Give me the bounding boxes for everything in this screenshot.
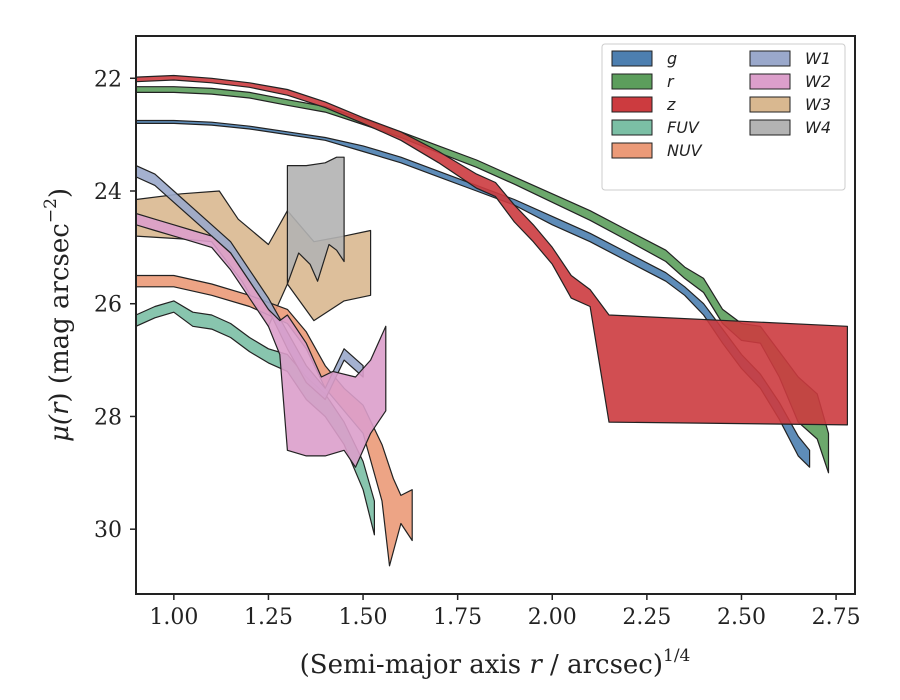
y-axis-label-close: ) <box>45 188 75 198</box>
legend-swatch-z <box>611 96 653 113</box>
legend-swatch-fuv <box>611 119 653 136</box>
legend-label-w1: W1 <box>805 49 831 68</box>
legend-swatch-w3 <box>749 96 791 113</box>
y-axis-label-rest: ) (mag arcsec <box>45 223 75 402</box>
y-axis-label-exp: −2 <box>41 198 61 223</box>
band-g <box>136 119 811 468</box>
x-tick-label: 1.75 <box>433 605 482 630</box>
legend-label-w4: W4 <box>805 118 831 137</box>
x-axis-label: (Semi-major axis r / arcsec)1/4 <box>300 646 691 680</box>
legend-label-w3: W3 <box>805 95 831 114</box>
legend-swatch-w1 <box>749 50 791 67</box>
legend-swatch-w4 <box>749 119 791 136</box>
legend-swatch-w2 <box>749 73 791 90</box>
legend-label-g: g <box>667 49 677 68</box>
legend: grz FUV NUV W1 W2 W3 W4 <box>601 43 846 191</box>
legend-swatch-g <box>611 50 653 67</box>
profile-bands <box>136 74 849 567</box>
x-axis-label-var: r <box>529 650 543 680</box>
x-tick-label: 1.00 <box>149 605 198 630</box>
y-tick-label: 22 <box>94 67 122 92</box>
x-axis-label-exp: 1/4 <box>663 646 690 666</box>
y-tick-label: 26 <box>94 293 122 318</box>
band-w2 <box>136 212 387 468</box>
band-w4 <box>286 156 345 285</box>
legend-label-fuv: FUV <box>667 118 700 137</box>
x-tick-label: 1.25 <box>244 605 293 630</box>
x-tick-label: 2.00 <box>528 605 577 630</box>
legend-label-r: r <box>667 72 675 91</box>
y-axis-ticks: 22 24 26 28 30 <box>94 67 136 543</box>
y-axis-label-var: r <box>45 401 75 415</box>
plot-frame <box>135 35 856 595</box>
x-tick-label: 1.50 <box>339 605 388 630</box>
x-tick-label: 2.75 <box>812 605 861 630</box>
legend-label-nuv: NUV <box>667 141 703 160</box>
x-tick-label: 2.25 <box>622 605 671 630</box>
y-tick-label: 30 <box>94 518 122 543</box>
x-axis-label-main: (Semi-major axis <box>300 650 530 680</box>
y-tick-label: 24 <box>94 180 122 205</box>
y-tick-label: 28 <box>94 405 122 430</box>
x-axis-label-unit: / arcsec) <box>542 650 663 680</box>
y-axis-label: μ(r) (mag arcsec−2) <box>41 188 75 442</box>
legend-label-z: z <box>666 95 676 114</box>
band-z <box>136 74 849 426</box>
x-tick-label: 2.50 <box>717 605 766 630</box>
legend-swatch-nuv <box>611 142 653 159</box>
y-axis-label-mu: μ( <box>45 414 75 442</box>
legend-swatch-r <box>611 73 653 90</box>
legend-label-w2: W2 <box>805 72 831 91</box>
x-axis-ticks: 1.00 1.25 1.50 1.75 2.00 2.25 2.50 2.75 <box>149 594 861 630</box>
